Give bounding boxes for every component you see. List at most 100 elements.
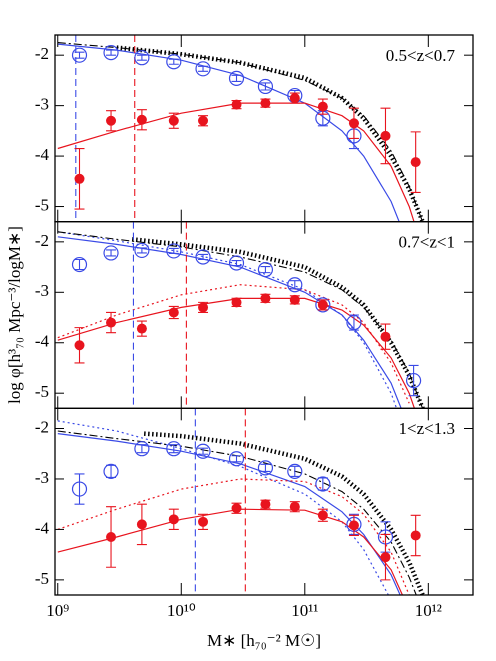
error-bar: [168, 247, 179, 254]
error-bar: [136, 247, 147, 254]
data-point: [74, 340, 85, 351]
error-bar: [136, 54, 147, 61]
x-tick-label: 10¹⁰: [167, 601, 196, 620]
y-tick-label: -4: [35, 145, 50, 164]
panel-label: 0.5<z<0.7: [386, 46, 456, 65]
fit-curve: [57, 430, 417, 596]
fit-curve: [57, 231, 398, 409]
data-point: [348, 118, 359, 129]
error-bar: [136, 444, 147, 454]
data-point: [380, 331, 391, 342]
data-point: [289, 294, 300, 305]
data-point: [134, 242, 150, 259]
data-point: [106, 317, 117, 328]
data-point: [380, 130, 391, 141]
error-bar: [198, 65, 209, 72]
error-bar: [106, 464, 117, 478]
data-point: [168, 514, 179, 525]
error-bar: [74, 51, 85, 59]
data-point: [136, 519, 147, 530]
panel: [57, 221, 425, 409]
error-bar: [260, 266, 271, 274]
error-bar: [106, 49, 117, 56]
panel: [57, 408, 425, 596]
error-bar: [289, 280, 300, 290]
error-bar: [408, 364, 419, 397]
data-point: [348, 520, 359, 531]
data-point: [317, 299, 328, 310]
data-point: [166, 243, 182, 259]
data-point: [106, 531, 117, 542]
data-point: [287, 277, 303, 293]
error-bar: [106, 249, 117, 257]
error-bar: [231, 455, 242, 463]
error-bar: [74, 473, 85, 505]
fit-curve: [57, 102, 415, 222]
y-tick-label: -3: [35, 468, 49, 487]
data-point: [134, 441, 150, 457]
y-tick-label: -4: [35, 332, 50, 351]
data-point: [317, 101, 328, 112]
error-bar: [289, 465, 300, 477]
y-tick-label: -2: [35, 231, 49, 250]
data-point: [257, 460, 274, 476]
data-point: [231, 99, 242, 110]
fit-curve: [57, 42, 424, 222]
y-tick-label: -5: [35, 569, 49, 588]
data-point: [198, 302, 209, 313]
panel-frame: [54, 407, 474, 596]
data-point: [71, 256, 88, 273]
error-bar: [231, 74, 242, 82]
data-point: [289, 93, 300, 104]
y-tick-label: -3: [35, 95, 49, 114]
data-point: [71, 481, 88, 497]
data-point: [228, 451, 245, 467]
data-point: [257, 261, 274, 278]
data-point: [71, 47, 88, 63]
data-point: [257, 78, 274, 95]
y-tick-label: -3: [35, 281, 49, 300]
data-point: [289, 501, 300, 512]
x-tick-label: 10¹²: [415, 601, 442, 620]
y-axis-label: log φ[h³₇₀ Mpc⁻³/logM∗]: [5, 226, 24, 404]
data-point: [103, 245, 119, 261]
panel: [57, 35, 425, 222]
data-point: [260, 98, 271, 109]
y-tick-label: -5: [35, 382, 49, 401]
data-point: [198, 516, 209, 527]
y-tick-label: -4: [35, 518, 50, 537]
error-bar: [231, 259, 242, 267]
data-point: [106, 115, 117, 126]
data-point: [166, 54, 182, 70]
data-point: [228, 255, 245, 271]
data-point: [405, 372, 422, 389]
error-bar: [168, 58, 179, 65]
y-tick-label: -2: [35, 417, 49, 436]
data-point: [315, 476, 331, 492]
data-point: [166, 441, 182, 457]
data-point: [317, 510, 328, 521]
data-point: [410, 157, 421, 168]
fit-curve: [57, 43, 400, 222]
data-point: [103, 45, 119, 61]
data-point: [168, 115, 179, 126]
error-bar: [74, 258, 85, 271]
data-point: [74, 173, 85, 184]
x-tick-label: 10¹¹: [291, 601, 318, 620]
data-point: [346, 314, 362, 331]
data-point: [260, 499, 271, 510]
data-point: [410, 530, 421, 541]
x-axis-label: M∗ [h₇₀⁻² M☉]: [207, 631, 321, 650]
data-point: [103, 463, 119, 479]
error-bar: [260, 463, 271, 472]
data-point: [195, 443, 211, 459]
panel-label: 1<z<1.3: [399, 419, 455, 438]
data-point: [287, 463, 303, 479]
panel-label: 0.7<z<1: [399, 233, 455, 252]
data-point: [198, 115, 209, 126]
data-point: [228, 70, 245, 86]
data-point: [168, 307, 179, 318]
x-tick-label: 10⁹: [46, 601, 69, 620]
data-point: [231, 297, 242, 308]
data-point: [260, 293, 271, 304]
